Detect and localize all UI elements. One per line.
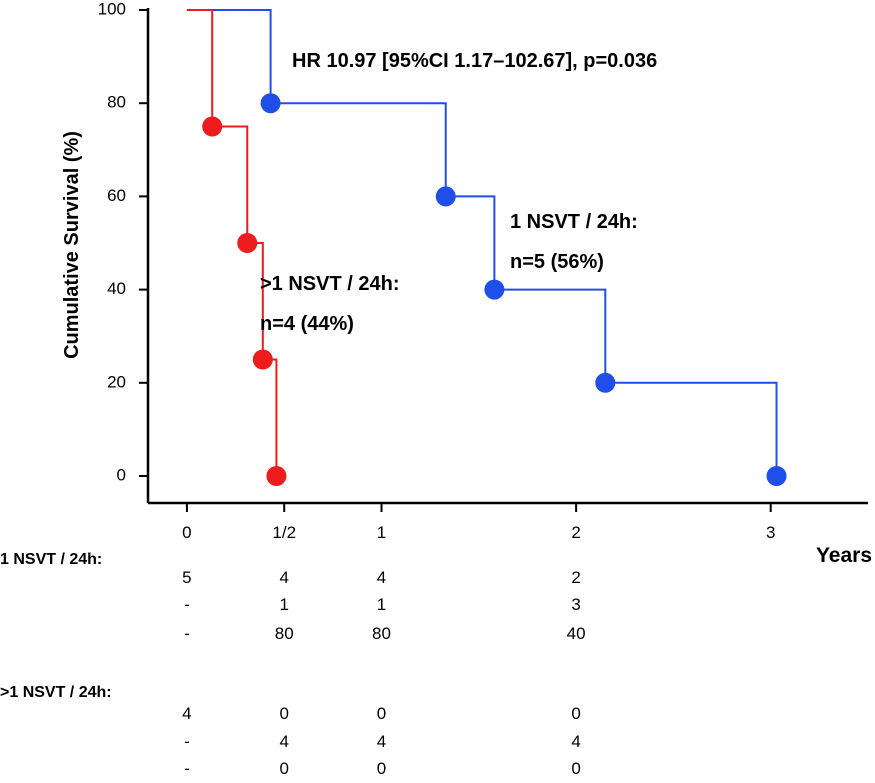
risk-cell: 1 bbox=[279, 595, 288, 614]
y-tick-label: 0 bbox=[117, 465, 126, 484]
risk-cell: - bbox=[184, 732, 190, 751]
series-label-one-line2: n=5 (56%) bbox=[510, 251, 604, 273]
risk-row: 4 0 0 0 bbox=[182, 704, 581, 723]
event-marker-one bbox=[595, 372, 616, 393]
risk-cell: 80 bbox=[275, 624, 294, 643]
risk-cell: 4 bbox=[279, 568, 288, 587]
risk-cell: 0 bbox=[279, 704, 288, 723]
x-tick-label: 3 bbox=[766, 523, 775, 542]
y-axis-title: Cumulative Survival (%) bbox=[61, 131, 83, 359]
event-marker-one bbox=[766, 466, 787, 486]
survival-curve-one bbox=[186, 9, 778, 476]
hazard-ratio-annotation: HR 10.97 [95%CI 1.17–102.67], p=0.036 bbox=[292, 50, 657, 72]
survival-curves bbox=[186, 9, 787, 486]
series-label-many: >1 NSVT / 24h: n=4 (44%) bbox=[260, 273, 400, 335]
risk-cell: 0 bbox=[571, 704, 580, 723]
risk-cell: 4 bbox=[377, 568, 386, 587]
series-label-many-line1: >1 NSVT / 24h: bbox=[260, 273, 400, 295]
y-tick-label: 100 bbox=[98, 0, 126, 18]
y-tick-label: 40 bbox=[107, 279, 126, 298]
event-marker-one bbox=[435, 186, 456, 207]
risk-cell: 4 bbox=[182, 704, 191, 723]
risk-cell: 80 bbox=[372, 624, 391, 643]
survival-curve-many bbox=[186, 9, 278, 476]
risk-group-title-one: 1 NSVT / 24h: bbox=[0, 551, 102, 568]
event-marker-many bbox=[266, 466, 287, 486]
risk-row: 5 4 4 2 bbox=[182, 568, 581, 587]
axes bbox=[146, 8, 868, 505]
y-tick-label: 60 bbox=[107, 186, 126, 205]
x-tick-label: 0 bbox=[182, 523, 191, 542]
risk-group-title-many: >1 NSVT / 24h: bbox=[0, 684, 112, 701]
event-marker-one bbox=[484, 279, 505, 300]
risk-cell: 4 bbox=[377, 732, 386, 751]
risk-cell: 0 bbox=[377, 704, 386, 723]
risk-row: - 0 0 0 bbox=[184, 759, 581, 778]
risk-cell: 2 bbox=[571, 568, 580, 587]
x-tick-label: 1/2 bbox=[272, 523, 296, 542]
x-ticks: 0 1/2 1 2 3 bbox=[182, 503, 775, 542]
event-marker-many bbox=[202, 116, 223, 137]
risk-cell: - bbox=[184, 624, 190, 643]
event-marker-many bbox=[237, 233, 258, 253]
risk-row: - 4 4 4 bbox=[184, 732, 581, 751]
risk-cell: - bbox=[184, 759, 190, 778]
y-tick-label: 20 bbox=[107, 372, 126, 391]
y-ticks: 0 20 40 60 80 100 bbox=[98, 0, 148, 484]
risk-cell: 4 bbox=[279, 732, 288, 751]
x-tick-label: 2 bbox=[571, 523, 580, 542]
risk-row: - 80 80 40 bbox=[184, 624, 585, 643]
series-label-one-line1: 1 NSVT / 24h: bbox=[510, 211, 638, 233]
risk-cell: 0 bbox=[377, 759, 386, 778]
risk-cell: - bbox=[184, 595, 190, 614]
risk-cell: 40 bbox=[567, 624, 586, 643]
risk-cell: 5 bbox=[182, 568, 191, 587]
series-label-many-line2: n=4 (44%) bbox=[260, 313, 354, 335]
x-tick-label: 1 bbox=[377, 523, 386, 542]
event-marker-many bbox=[252, 349, 273, 370]
risk-cell: 0 bbox=[571, 759, 580, 778]
risk-cell: 0 bbox=[279, 759, 288, 778]
risk-cell: 3 bbox=[571, 595, 580, 614]
y-tick-label: 80 bbox=[107, 93, 126, 112]
risk-cell: 1 bbox=[377, 595, 386, 614]
risk-row: - 1 1 3 bbox=[184, 595, 581, 614]
x-axis-title: Years bbox=[816, 544, 872, 567]
risk-cell: 4 bbox=[571, 732, 580, 751]
series-label-one: 1 NSVT / 24h: n=5 (56%) bbox=[510, 211, 638, 273]
event-marker-one bbox=[260, 93, 281, 114]
